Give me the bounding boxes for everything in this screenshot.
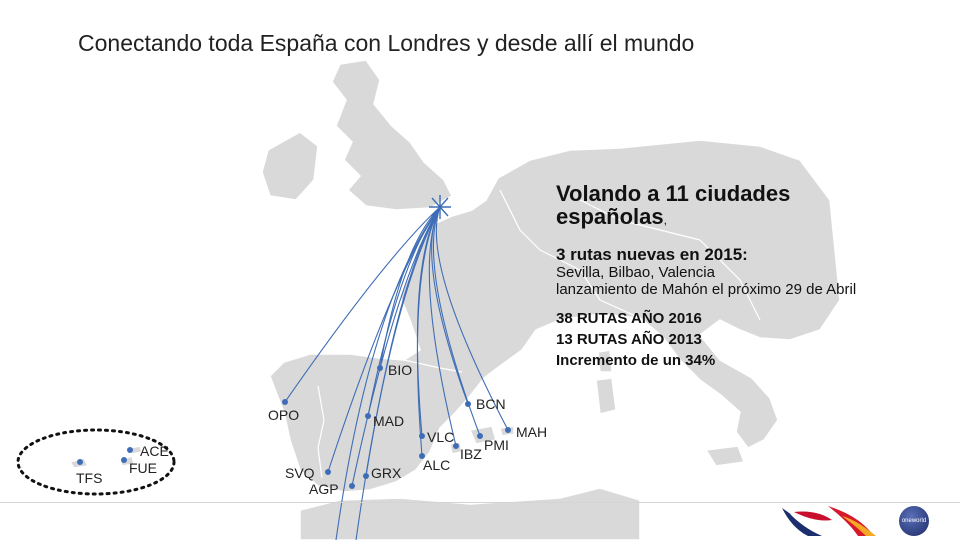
airport-label-agp: AGP — [309, 481, 339, 497]
airport-dot-opo — [282, 399, 288, 405]
airport-label-bcn: BCN — [476, 396, 506, 412]
stat-2013: 13 RUTAS AÑO 2013 — [556, 331, 702, 348]
great-britain-landmass — [331, 59, 453, 211]
airport-dot-ibz — [453, 443, 459, 449]
route-line-svq — [327, 206, 441, 473]
airport-label-ibz: IBZ — [460, 446, 482, 462]
increase-stat: Incremento de un 34% — [556, 352, 716, 369]
airport-label-grx: GRX — [371, 465, 402, 481]
airport-dot-bio — [377, 365, 383, 371]
continental-europe-landmass — [269, 139, 841, 493]
airport-dot-grx — [363, 473, 369, 479]
north-africa-landmass — [299, 487, 641, 540]
airport-label-alc: ALC — [423, 457, 450, 473]
airport-dot-pmi — [477, 433, 483, 439]
iberia-logo — [828, 506, 876, 536]
page-title: Conectando toda España con Londres y des… — [78, 30, 695, 56]
route-line-canaries-1 — [335, 206, 441, 540]
canary-islands-outline — [16, 428, 176, 496]
route-stats: 38 RUTAS AÑO 2016 13 RUTAS AÑO 2013 Incr… — [556, 308, 946, 371]
cities-heading-line1: Volando a 11 ciudades — [556, 181, 791, 206]
airport-label-opo: OPO — [268, 407, 299, 423]
airport-label-mah: MAH — [516, 424, 547, 440]
route-line-pmi — [432, 206, 481, 437]
european-borders — [499, 189, 761, 321]
london-hub-marker — [429, 195, 451, 219]
route-info-panel: Volando a 11 ciudades españolas, 3 rutas… — [556, 182, 946, 371]
route-line-canaries-2 — [355, 206, 441, 540]
footer-divider — [0, 502, 960, 503]
airport-label-pmi: PMI — [484, 437, 509, 453]
route-line-agp — [351, 206, 441, 487]
sardinia-landmass — [595, 377, 617, 415]
airport-label-ace: ACE — [140, 443, 169, 459]
airport-dot-svq — [325, 469, 331, 475]
airport-dot-ace — [127, 447, 133, 453]
oneworld-logo: oneworld — [899, 506, 929, 536]
airport-label-fue: FUE — [129, 460, 157, 476]
airport-dot-tfs — [77, 459, 83, 465]
airport-dot-bcn — [465, 401, 471, 407]
launch-note: lanzamiento de Mahón el próximo 29 de Ab… — [556, 281, 857, 298]
stat-2016: 38 RUTAS AÑO 2016 — [556, 310, 702, 327]
airport-dot-mad — [365, 413, 371, 419]
airport-label-mad: MAD — [373, 413, 404, 429]
new-routes-cities: Sevilla, Bilbao, Valencia — [556, 264, 715, 281]
pyrenees-border — [403, 359, 463, 373]
portugal-border — [317, 385, 325, 479]
route-line-alc — [416, 206, 441, 457]
airport-dot-mah — [505, 427, 511, 433]
ba-speedmark-logo — [782, 508, 832, 536]
sicily-landmass — [705, 445, 745, 467]
route-line-mah — [435, 206, 509, 431]
mallorca-landmass — [469, 425, 497, 445]
airport-label-svq: SVQ — [285, 465, 315, 481]
airport-label-tfs: TFS — [76, 470, 102, 486]
route-line-ibz — [428, 206, 457, 447]
airport-dot-agp — [349, 483, 355, 489]
airport-dot-vlc — [419, 433, 425, 439]
airport-label-vlc: VLC — [427, 429, 454, 445]
heading-comma: , — [663, 213, 667, 227]
new-routes-heading: 3 rutas nuevas en 2015: — [556, 245, 748, 264]
ireland-landmass — [261, 131, 319, 201]
cities-heading-line2: españolas — [556, 204, 664, 229]
airport-label-bio: BIO — [388, 362, 412, 378]
airport-dot-fue — [121, 457, 127, 463]
route-line-opo — [284, 206, 441, 403]
cities-heading: Volando a 11 ciudades españolas, — [556, 182, 946, 232]
corsica-landmass — [597, 349, 613, 373]
airport-dot-alc — [419, 453, 425, 459]
